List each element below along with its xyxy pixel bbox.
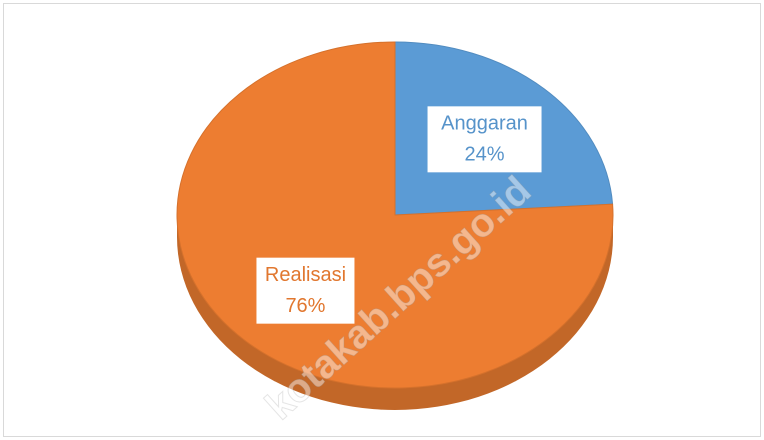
label-value: 76%: [285, 295, 325, 317]
data-label: Realisasi 76%: [256, 257, 355, 324]
data-label: Anggaran 24%: [427, 106, 542, 173]
label-box: [427, 106, 542, 173]
label-box: [256, 257, 355, 324]
label-name: Realisasi: [265, 264, 346, 286]
label-value: 24%: [465, 144, 505, 166]
label-name: Anggaran: [441, 113, 528, 135]
